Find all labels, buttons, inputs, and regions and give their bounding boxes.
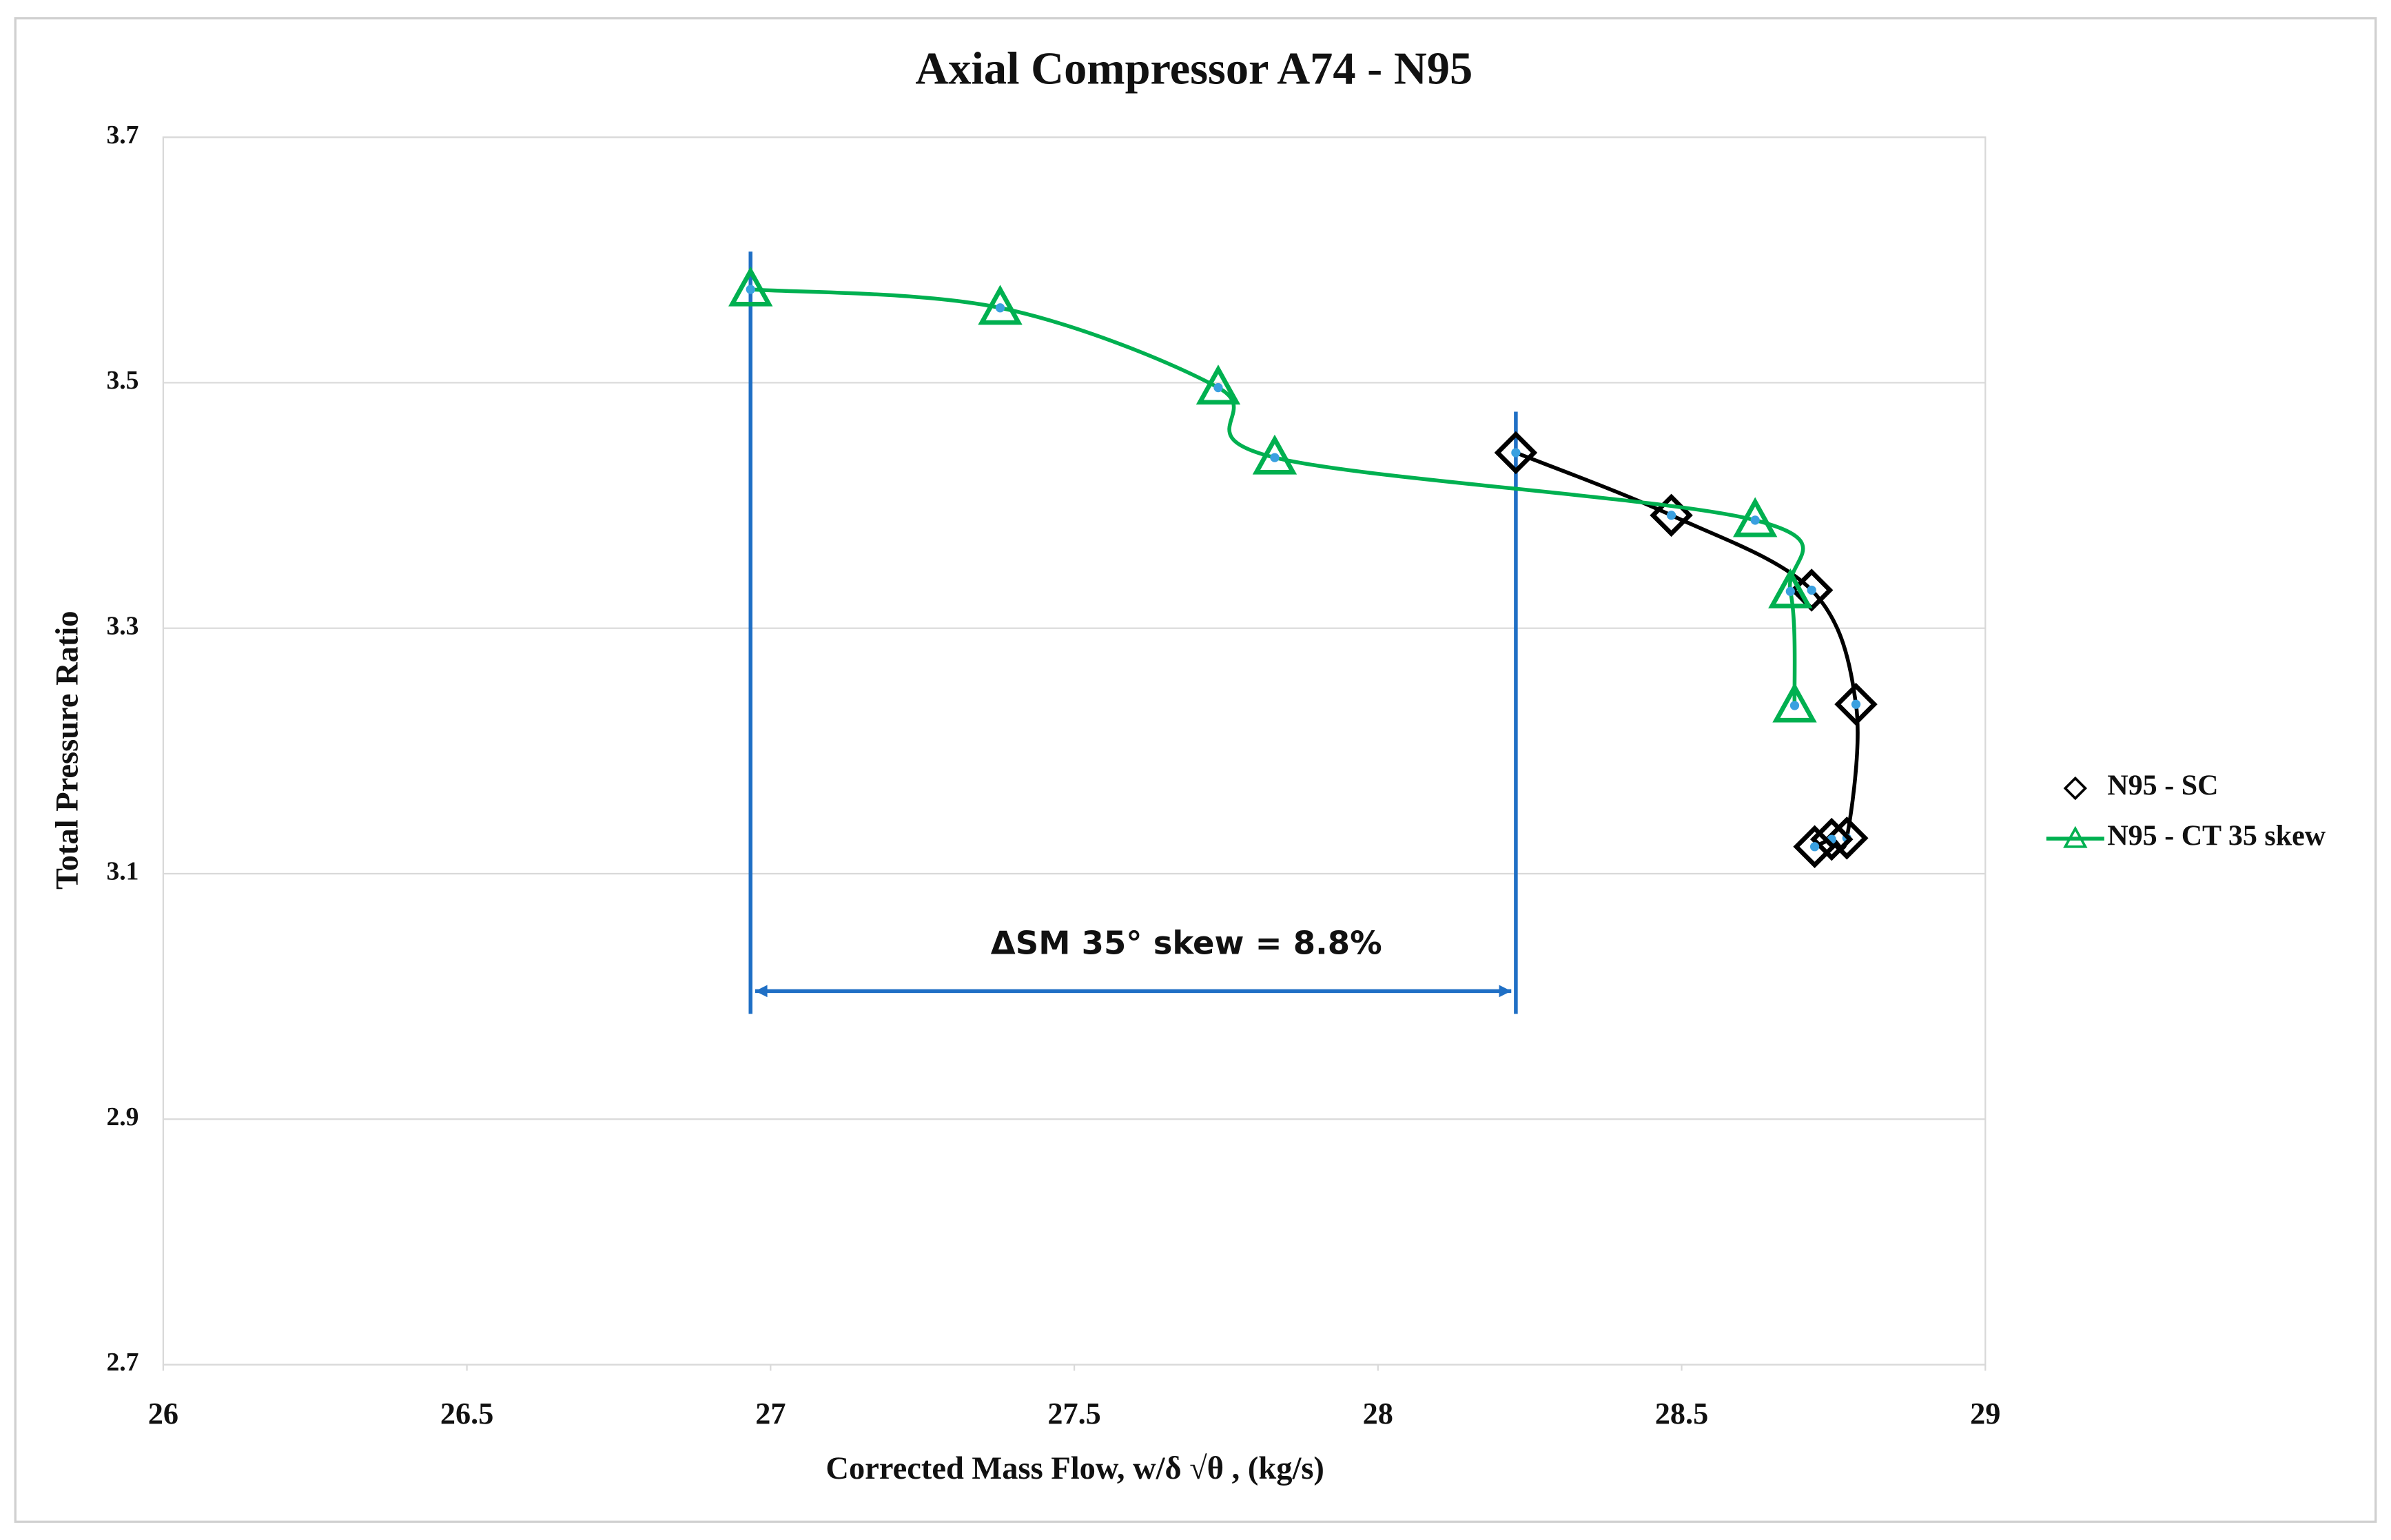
marker [1793, 825, 1836, 869]
marker-dot [746, 285, 755, 294]
y-tick-label: 3.5 [106, 366, 138, 395]
x-tick-label: 26 [148, 1397, 178, 1430]
marker-dot [1666, 511, 1676, 520]
x-tick-label: 28 [1363, 1397, 1393, 1430]
y-tick-label: 3.3 [106, 611, 138, 640]
x-axis-label: Corrected Mass Flow, w/δ √θ , (kg/s) [825, 1451, 1324, 1486]
x-tick-label: 29 [1970, 1397, 2000, 1430]
marker [1789, 568, 1834, 612]
marker-dot [1270, 453, 1280, 462]
legend-label: N95 - SC [2107, 770, 2218, 802]
annotation: ΔSM 35° skew = 8.8% [991, 924, 1382, 961]
legend-label: N95 - CT 35 skew [2107, 821, 2326, 852]
marker [1494, 431, 1538, 475]
x-tick-label: 27.5 [1047, 1397, 1100, 1430]
marker-dot [1789, 701, 1800, 710]
marker-dot [1785, 586, 1795, 596]
y-tick-label: 2.9 [106, 1102, 138, 1131]
marker [1252, 434, 1297, 475]
marker [1196, 365, 1241, 405]
marker-dot [1750, 515, 1760, 525]
marker-dot [1851, 699, 1861, 709]
marker-dot [1213, 382, 1223, 393]
y-axis-label: Total Pressure Ratio [50, 611, 85, 890]
x-tick-label: 27 [755, 1397, 786, 1430]
x-tick-label: 26.5 [440, 1397, 493, 1430]
marker [978, 285, 1023, 325]
marker [1825, 817, 1869, 860]
chart-frame [14, 17, 2377, 1523]
arrow-head [1499, 985, 1512, 998]
marker-dot [1511, 448, 1521, 458]
x-tick-label: 28.5 [1655, 1397, 1708, 1430]
marker-dot [995, 303, 1005, 313]
marker [1768, 568, 1813, 608]
marker-dot [1809, 842, 1820, 852]
chart-title: Axial Compressor A74 - N95 [915, 43, 1472, 94]
marker [1772, 682, 1817, 723]
legend-marker [2063, 825, 2088, 848]
legend-marker [2063, 776, 2088, 801]
marker [1732, 497, 1778, 537]
marker [728, 266, 773, 307]
marker [1834, 682, 1878, 726]
y-tick-label: 2.7 [106, 1348, 138, 1377]
arrow-head [755, 985, 768, 998]
y-tick-label: 3.7 [106, 121, 138, 150]
y-tick-label: 3.1 [106, 857, 138, 886]
marker-dot [1807, 585, 1816, 595]
